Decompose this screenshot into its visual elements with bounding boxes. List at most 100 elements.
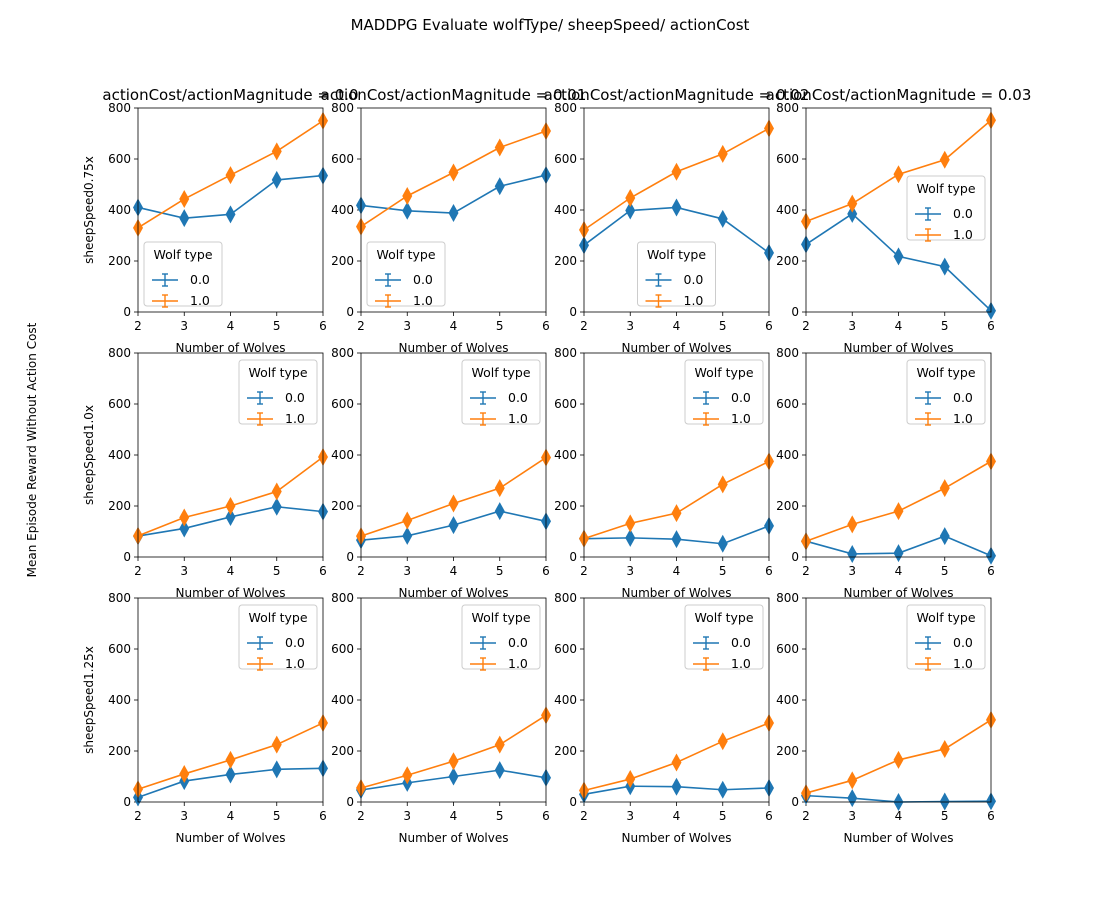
x-tick-label: 6 [765, 564, 773, 578]
y-tick-label: 600 [331, 642, 354, 656]
y-tick-label: 200 [108, 499, 131, 513]
x-axis-label: Number of Wolves [622, 586, 732, 600]
y-tick-label: 400 [331, 448, 354, 462]
legend-title: Wolf type [916, 610, 975, 625]
subplot-0: actionCost/actionMagnitude = 0.0 2 3 4 5 6 0 20… [82, 86, 359, 355]
data-point [448, 767, 459, 786]
y-tick-label: 0 [123, 795, 131, 809]
x-tick-label: 4 [227, 564, 235, 578]
data-point [893, 247, 904, 266]
subplot-title: actionCost/actionMagnitude = 0.02 [544, 86, 810, 104]
y-tick-label: 400 [331, 693, 354, 707]
legend-entry-label: 0.0 [953, 390, 973, 405]
legend-entry-label: 0.0 [731, 635, 751, 650]
x-tick-label: 6 [765, 319, 773, 333]
y-tick-label: 200 [108, 254, 131, 268]
data-point [939, 150, 950, 169]
data-point [893, 544, 904, 563]
y-tick-label: 600 [331, 152, 354, 166]
y-tick-label: 0 [123, 305, 131, 319]
data-point [448, 163, 459, 182]
x-tick-label: 4 [895, 809, 903, 823]
x-tick-label: 4 [227, 809, 235, 823]
subplot-4: 2 3 4 5 6 0 200 400 600 800 Number of Wolves sheepS… [82, 346, 328, 600]
legend-title: Wolf type [647, 247, 706, 262]
legend-box [238, 604, 318, 670]
legend: Wolf type 0.0 1.0 [684, 359, 764, 426]
data-point [448, 516, 459, 535]
data-point [179, 508, 190, 527]
data-point [494, 138, 505, 157]
legend-entry-label: 0.0 [190, 272, 210, 287]
data-point [494, 479, 505, 498]
data-point [717, 732, 728, 751]
data-point [671, 198, 682, 217]
x-tick-label: 4 [673, 809, 681, 823]
legend-entry-label: 1.0 [684, 293, 704, 308]
data-point [402, 766, 413, 785]
x-tick-label: 3 [626, 319, 634, 333]
data-point [625, 201, 636, 220]
legend-entry-label: 0.0 [953, 635, 973, 650]
x-tick-label: 4 [895, 564, 903, 578]
plot-frame [360, 107, 547, 313]
data-point [939, 479, 950, 498]
legend-entry-label: 1.0 [508, 656, 528, 671]
x-tick-label: 5 [273, 564, 281, 578]
x-axis-label: Number of Wolves [399, 341, 509, 355]
data-point [179, 519, 190, 538]
x-axis-label: Number of Wolves [399, 586, 509, 600]
plot-frame [360, 352, 547, 558]
plot-frame [805, 352, 992, 558]
y-tick-label: 0 [346, 550, 354, 564]
data-point [494, 177, 505, 196]
subplot-2: actionCost/actionMagnitude = 0.022 3 4 5 602… [544, 86, 810, 355]
figure-title: MADDPG Evaluate wolfType/ sheepSpeed/ ac… [351, 16, 750, 34]
data-point [939, 739, 950, 758]
legend-box [637, 241, 716, 307]
y-tick-label: 600 [108, 642, 131, 656]
data-point [717, 209, 728, 228]
x-tick-label: 3 [180, 319, 188, 333]
data-point [717, 144, 728, 163]
data-point [625, 770, 636, 789]
x-tick-label: 2 [580, 319, 588, 333]
subplot-title: actionCost/actionMagnitude = 0.01 [321, 86, 587, 104]
legend-entry-label: 0.0 [285, 635, 305, 650]
plot-frame [583, 352, 770, 558]
legend-box [684, 359, 764, 425]
x-tick-label: 3 [180, 809, 188, 823]
y-tick-label: 400 [331, 203, 354, 217]
legend-entry-label: 0.0 [731, 390, 751, 405]
x-tick-label: 2 [357, 809, 365, 823]
x-axis-label: Number of Wolves [622, 341, 732, 355]
x-tick-label: 3 [403, 809, 411, 823]
x-tick-label: 6 [987, 809, 995, 823]
subplot-1: actionCost/actionMagnitude = 0.012 3 4 5 602… [321, 86, 587, 355]
x-tick-label: 4 [895, 319, 903, 333]
y-tick-label: 400 [776, 203, 799, 217]
legend-entry-label: 1.0 [285, 656, 305, 671]
x-tick-label: 6 [319, 564, 327, 578]
y-tick-label: 600 [108, 397, 131, 411]
y-tick-label: 400 [108, 203, 131, 217]
legend-entry-label: 1.0 [190, 293, 210, 308]
legend-entry-label: 1.0 [731, 656, 751, 671]
legend-box [238, 359, 318, 425]
y-tick-label: 200 [776, 254, 799, 268]
x-tick-label: 2 [802, 319, 810, 333]
x-tick-label: 3 [626, 809, 634, 823]
legend-box [366, 241, 446, 307]
data-point [271, 735, 282, 754]
legend-title: Wolf type [376, 247, 435, 262]
legend: Wolf type 0.0 1.0 [684, 604, 764, 671]
x-tick-label: 3 [626, 564, 634, 578]
y-tick-label: 0 [346, 305, 354, 319]
x-tick-label: 3 [848, 319, 856, 333]
data-point [448, 494, 459, 513]
x-tick-label: 6 [542, 319, 550, 333]
subplot-grid: actionCost/actionMagnitude = 0.02 3 4 5 6020… [82, 86, 1031, 845]
x-axis-label: Number of Wolves [844, 831, 954, 845]
legend-title: Wolf type [916, 181, 975, 196]
x-tick-label: 6 [542, 564, 550, 578]
